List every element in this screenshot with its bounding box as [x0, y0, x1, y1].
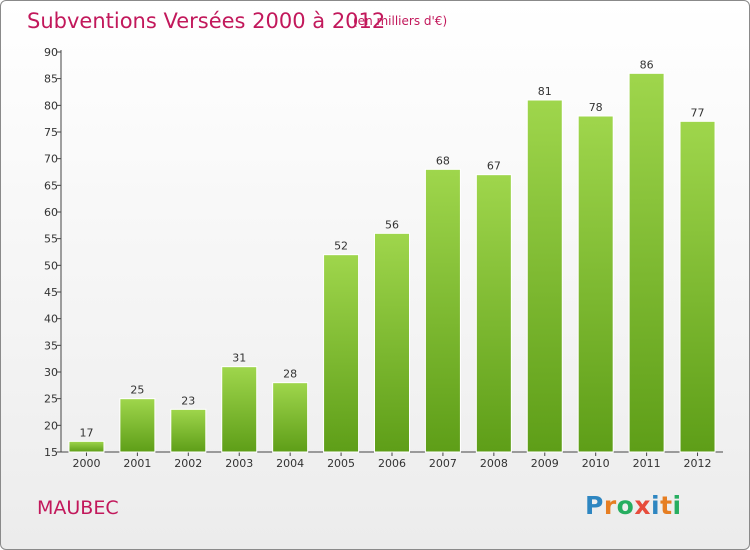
y-tick-label: 35 [44, 339, 58, 352]
chart-axes: 15 20 25 30 35 40 45 50 55 60 65 70 75 80 85 90 2000 2001… [44, 46, 723, 470]
value-label-2012: 77 [691, 106, 705, 119]
value-label-2011: 86 [640, 58, 654, 71]
value-label-2010: 78 [589, 101, 603, 114]
bar-2004 [272, 382, 309, 453]
y-tick-label: 55 [44, 233, 58, 246]
bar-2010 [577, 115, 614, 453]
x-tick-label-2000: 2000 [72, 457, 100, 470]
x-tick-label-2011: 2011 [633, 457, 661, 470]
y-tick-label: 60 [44, 206, 58, 219]
bar-2012 [679, 120, 716, 453]
value-label-2001: 25 [130, 384, 144, 397]
bar-2002 [170, 408, 207, 453]
logo-letter: t [660, 491, 673, 520]
y-tick-label: 20 [44, 419, 58, 432]
logo-letter: i [672, 491, 682, 520]
bar-2008 [475, 174, 512, 453]
chart-title: Subventions Versées 2000 à 2012 [27, 9, 386, 33]
logo-letter: x [634, 491, 651, 520]
commune-name: MAUBEC [37, 497, 119, 519]
x-tick-label-2010: 2010 [582, 457, 610, 470]
chart-labels: 17 25 23 31 28 52 56 68 67 81 78 86 77 [79, 58, 704, 439]
y-tick-label: 80 [44, 99, 58, 112]
value-label-2000: 17 [79, 426, 93, 439]
logo-letter: r [603, 491, 617, 520]
bar-2006 [374, 232, 410, 453]
bar-2007 [424, 168, 461, 453]
value-label-2005: 52 [334, 240, 348, 253]
y-tick-label: 70 [44, 153, 58, 166]
y-tick-label: 30 [44, 366, 58, 379]
y-tick-label: 90 [44, 46, 58, 59]
x-tick-label-2008: 2008 [480, 457, 508, 470]
y-tick-label: 50 [44, 259, 58, 272]
x-tick-label-2005: 2005 [327, 457, 355, 470]
x-tick-label-2006: 2006 [378, 457, 406, 470]
x-tick-label-2009: 2009 [531, 457, 559, 470]
bar-2009 [526, 99, 563, 453]
y-tick-label: 45 [44, 286, 58, 299]
y-tick-label: 25 [44, 393, 58, 406]
logo-letter: i [651, 491, 661, 520]
y-tick-label: 75 [44, 126, 58, 139]
x-tick-label-2007: 2007 [429, 457, 457, 470]
y-tick-label: 40 [44, 313, 58, 326]
bar-2000 [68, 440, 105, 453]
value-label-2002: 23 [181, 394, 195, 407]
chart-subtitle: (en milliers d'€) [353, 14, 448, 28]
logo-letter: o [616, 491, 635, 520]
x-tick-label-2001: 2001 [123, 457, 151, 470]
value-label-2003: 31 [232, 352, 246, 365]
value-label-2008: 67 [487, 160, 501, 173]
x-tick-label-2004: 2004 [276, 457, 304, 470]
chart-bars [68, 72, 716, 453]
logo-letter: P [585, 491, 604, 520]
value-label-2004: 28 [283, 368, 297, 381]
bar-2001 [119, 398, 156, 453]
bar-2003 [221, 366, 258, 453]
x-tick-label-2012: 2012 [684, 457, 712, 470]
y-tick-label: 15 [44, 446, 58, 459]
value-label-2006: 56 [385, 218, 399, 231]
y-tick-label: 85 [44, 73, 58, 86]
value-label-2009: 81 [538, 85, 552, 98]
bar-2005 [323, 254, 360, 453]
proxiti-logo: Proxiti [585, 491, 682, 520]
x-tick-label-2002: 2002 [174, 457, 202, 470]
x-tick-label-2003: 2003 [225, 457, 253, 470]
bar-2011 [628, 72, 665, 453]
y-tick-label: 65 [44, 179, 58, 192]
value-label-2007: 68 [436, 154, 450, 167]
